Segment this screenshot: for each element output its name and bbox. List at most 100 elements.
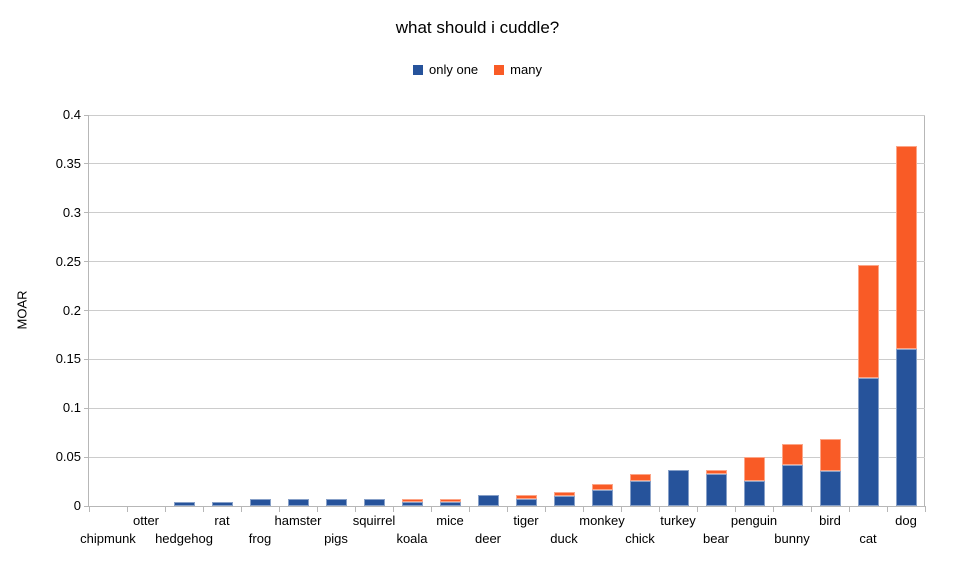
bar-segment-only-one-cat[interactable] — [857, 377, 879, 506]
y-axis-tick — [84, 163, 89, 165]
y-axis-tick — [84, 456, 89, 458]
y-axis-tick-label-0.35: 0.35 — [55, 155, 81, 171]
bar-segment-only-one-koala[interactable] — [401, 502, 423, 506]
x-axis-label-rat: rat — [214, 513, 230, 528]
y-axis-tick — [84, 212, 89, 214]
x-axis-label-penguin: penguin — [730, 513, 778, 528]
legend-item-only-one: only one — [413, 62, 478, 77]
legend: only one many — [0, 62, 955, 77]
gridline-0.4 — [89, 114, 925, 116]
x-axis-tick — [393, 506, 394, 512]
x-axis-tick — [165, 506, 166, 512]
gridline-0.35 — [89, 163, 925, 165]
y-axis-tick — [84, 358, 89, 360]
x-axis-tick — [849, 506, 850, 512]
bar-segment-many-koala[interactable] — [401, 499, 423, 503]
bar-segment-only-one-frog[interactable] — [249, 499, 271, 506]
y-axis-tick-label-0.25: 0.25 — [55, 253, 81, 269]
bar-segment-many-mice[interactable] — [439, 499, 461, 503]
bar-segment-only-one-turkey[interactable] — [667, 469, 689, 506]
x-axis-label-bird: bird — [819, 513, 841, 528]
bar-segment-many-bird[interactable] — [819, 438, 841, 471]
x-axis-tick — [887, 506, 888, 512]
bar-segment-only-one-bear[interactable] — [705, 473, 727, 506]
y-axis-tick-label-0.4: 0.4 — [62, 107, 81, 122]
x-axis-tick — [127, 506, 128, 512]
bar-segment-only-one-tiger[interactable] — [515, 499, 537, 506]
bar-segment-only-one-monkey[interactable] — [591, 490, 613, 506]
legend-item-many: many — [494, 62, 542, 77]
x-axis-tick — [241, 506, 242, 512]
x-axis-label-duck: duck — [550, 531, 578, 546]
x-axis-label-tiger: tiger — [513, 513, 539, 528]
y-axis-tick-label-0.3: 0.3 — [62, 204, 81, 220]
bar-segment-only-one-bird[interactable] — [819, 470, 841, 506]
legend-label: many — [510, 62, 542, 77]
x-axis-label-frog: frog — [248, 531, 272, 546]
x-axis-label-otter: otter — [132, 513, 159, 528]
x-axis-tick — [735, 506, 736, 512]
bar-segment-many-dog[interactable] — [895, 146, 917, 349]
bar-segment-many-cat[interactable] — [857, 264, 879, 378]
bar-segment-only-one-bunny[interactable] — [781, 464, 803, 506]
y-axis-tick — [84, 114, 89, 116]
gridline-0.25 — [89, 261, 925, 263]
x-axis-label-deer: deer — [474, 531, 502, 546]
x-axis-tick — [317, 506, 318, 512]
gridline-0.15 — [89, 358, 925, 360]
bar-segment-only-one-hamster[interactable] — [287, 499, 309, 506]
x-axis-tick — [507, 506, 508, 512]
bar-segment-many-chick[interactable] — [629, 473, 651, 481]
x-axis-tick — [431, 506, 432, 512]
bar-segment-only-one-dog[interactable] — [895, 348, 917, 506]
x-axis-label-bunny: bunny — [774, 531, 810, 546]
legend-swatch-only-one — [413, 64, 424, 75]
legend-label: only one — [429, 62, 479, 77]
x-axis-tick — [621, 506, 622, 512]
y-axis-tick-label-0.05: 0.05 — [55, 449, 81, 465]
plot-area — [88, 114, 925, 507]
bar-segment-only-one-rat[interactable] — [211, 502, 233, 506]
x-axis-tick — [659, 506, 660, 512]
y-axis-tick — [84, 261, 89, 263]
bar-segment-only-one-pigs[interactable] — [325, 499, 347, 506]
x-axis-label-dog: dog — [895, 513, 917, 528]
bar-segment-many-penguin[interactable] — [743, 457, 765, 481]
bar-segment-only-one-deer[interactable] — [477, 495, 499, 506]
y-axis-tick — [84, 407, 89, 409]
bar-segment-only-one-duck[interactable] — [553, 496, 575, 506]
x-axis-label-monkey: monkey — [579, 513, 625, 528]
chart-title: what should i cuddle? — [395, 18, 560, 37]
x-axis-tick — [811, 506, 812, 512]
x-axis-tick — [773, 506, 774, 512]
y-axis-tick-label-0: 0 — [73, 498, 81, 513]
x-axis-tick — [583, 506, 584, 512]
bar-segment-only-one-chick[interactable] — [629, 480, 651, 506]
gridline-0.3 — [89, 212, 925, 214]
bar-segment-only-one-penguin[interactable] — [743, 480, 765, 506]
x-axis-label-koala: koala — [396, 531, 428, 546]
y-axis-tick-label-0.15: 0.15 — [55, 351, 81, 367]
bar-segment-only-one-mice[interactable] — [439, 502, 461, 506]
x-axis-tick — [355, 506, 356, 512]
gridline-0.05 — [89, 456, 925, 458]
bar-segment-many-duck[interactable] — [553, 492, 575, 497]
bar-segment-only-one-squirrel[interactable] — [363, 499, 385, 506]
gridline-0.1 — [89, 407, 925, 409]
x-axis-tick — [203, 506, 204, 512]
x-axis-tick — [925, 506, 926, 512]
bar-segment-many-tiger[interactable] — [515, 495, 537, 500]
x-axis-label-chick: chick — [625, 531, 655, 546]
bar-segment-many-bear[interactable] — [705, 469, 727, 474]
x-axis-label-turkey: turkey — [660, 513, 696, 528]
gridline-0.2 — [89, 310, 925, 311]
x-axis-label-cat: cat — [859, 531, 877, 546]
x-axis-tick — [469, 506, 470, 512]
y-axis-tick — [84, 505, 89, 507]
x-axis-label-squirrel: squirrel — [352, 513, 396, 528]
y-axis-tick-label-0.2: 0.2 — [62, 302, 81, 318]
bar-segment-only-one-hedgehog[interactable] — [173, 502, 195, 506]
bar-segment-many-monkey[interactable] — [591, 483, 613, 491]
bar-segment-many-bunny[interactable] — [781, 444, 803, 465]
